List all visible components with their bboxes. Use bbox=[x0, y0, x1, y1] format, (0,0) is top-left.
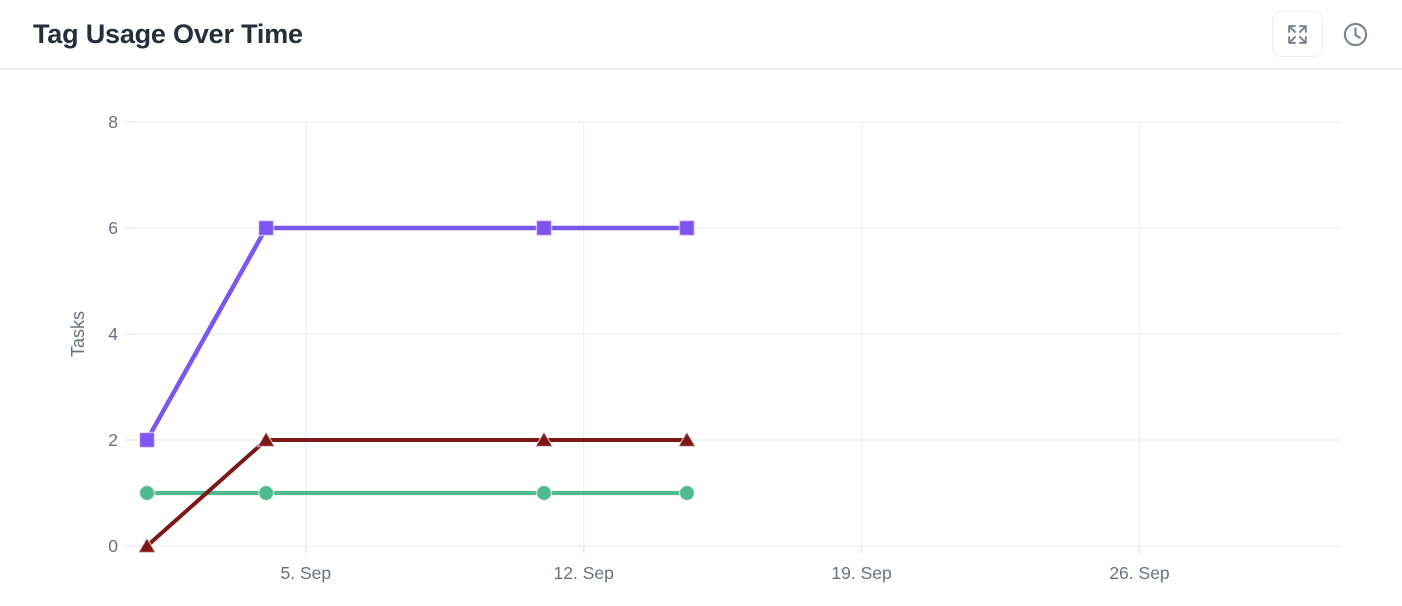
series-line-violet bbox=[145, 225, 687, 442]
chart-container: 0 2 4 6 8 5. Sep 12. Sep 19. Sep 26. Sep Tasks bbox=[0, 70, 1402, 606]
tag-usage-line-chart: 0 2 4 6 8 5. Sep 12. Sep 19. Sep 26. Sep Tasks bbox=[68, 112, 1340, 583]
clock-icon bbox=[1343, 22, 1367, 46]
series-line-dark_red bbox=[145, 438, 687, 548]
x-tick-label: 26. Sep bbox=[1109, 563, 1169, 583]
marker-circle-green bbox=[138, 484, 156, 502]
y-tick-label: 0 bbox=[108, 536, 118, 556]
x-tick-label: 12. Sep bbox=[554, 563, 614, 583]
marker-square-violet bbox=[535, 219, 553, 237]
marker-triangle-dark_red bbox=[256, 430, 276, 448]
marker-triangle-dark_red bbox=[677, 430, 697, 448]
marker-square-violet bbox=[257, 219, 275, 237]
time-range-button[interactable] bbox=[1340, 19, 1370, 49]
marker-circle-green bbox=[678, 484, 696, 502]
marker-triangle-dark_red bbox=[137, 536, 157, 554]
y-tick-label: 4 bbox=[108, 324, 118, 344]
header-actions bbox=[1272, 11, 1370, 57]
x-tick-label: 19. Sep bbox=[831, 563, 891, 583]
y-axis-title: Tasks bbox=[68, 311, 88, 357]
marker-circle-green bbox=[257, 484, 275, 502]
marker-circle-green bbox=[535, 484, 553, 502]
y-tick-label: 6 bbox=[108, 218, 118, 238]
expand-arrows-icon bbox=[1288, 24, 1307, 44]
x-tick-label: 5. Sep bbox=[280, 563, 331, 583]
y-tick-label: 8 bbox=[108, 112, 118, 132]
y-tick-label: 2 bbox=[108, 430, 118, 450]
expand-chart-button[interactable] bbox=[1272, 11, 1323, 57]
marker-triangle-dark_red bbox=[534, 430, 554, 448]
marker-square-violet bbox=[138, 431, 156, 449]
page-title: Tag Usage Over Time bbox=[33, 18, 303, 49]
marker-square-violet bbox=[678, 219, 696, 237]
card-header: Tag Usage Over Time bbox=[0, 0, 1402, 70]
